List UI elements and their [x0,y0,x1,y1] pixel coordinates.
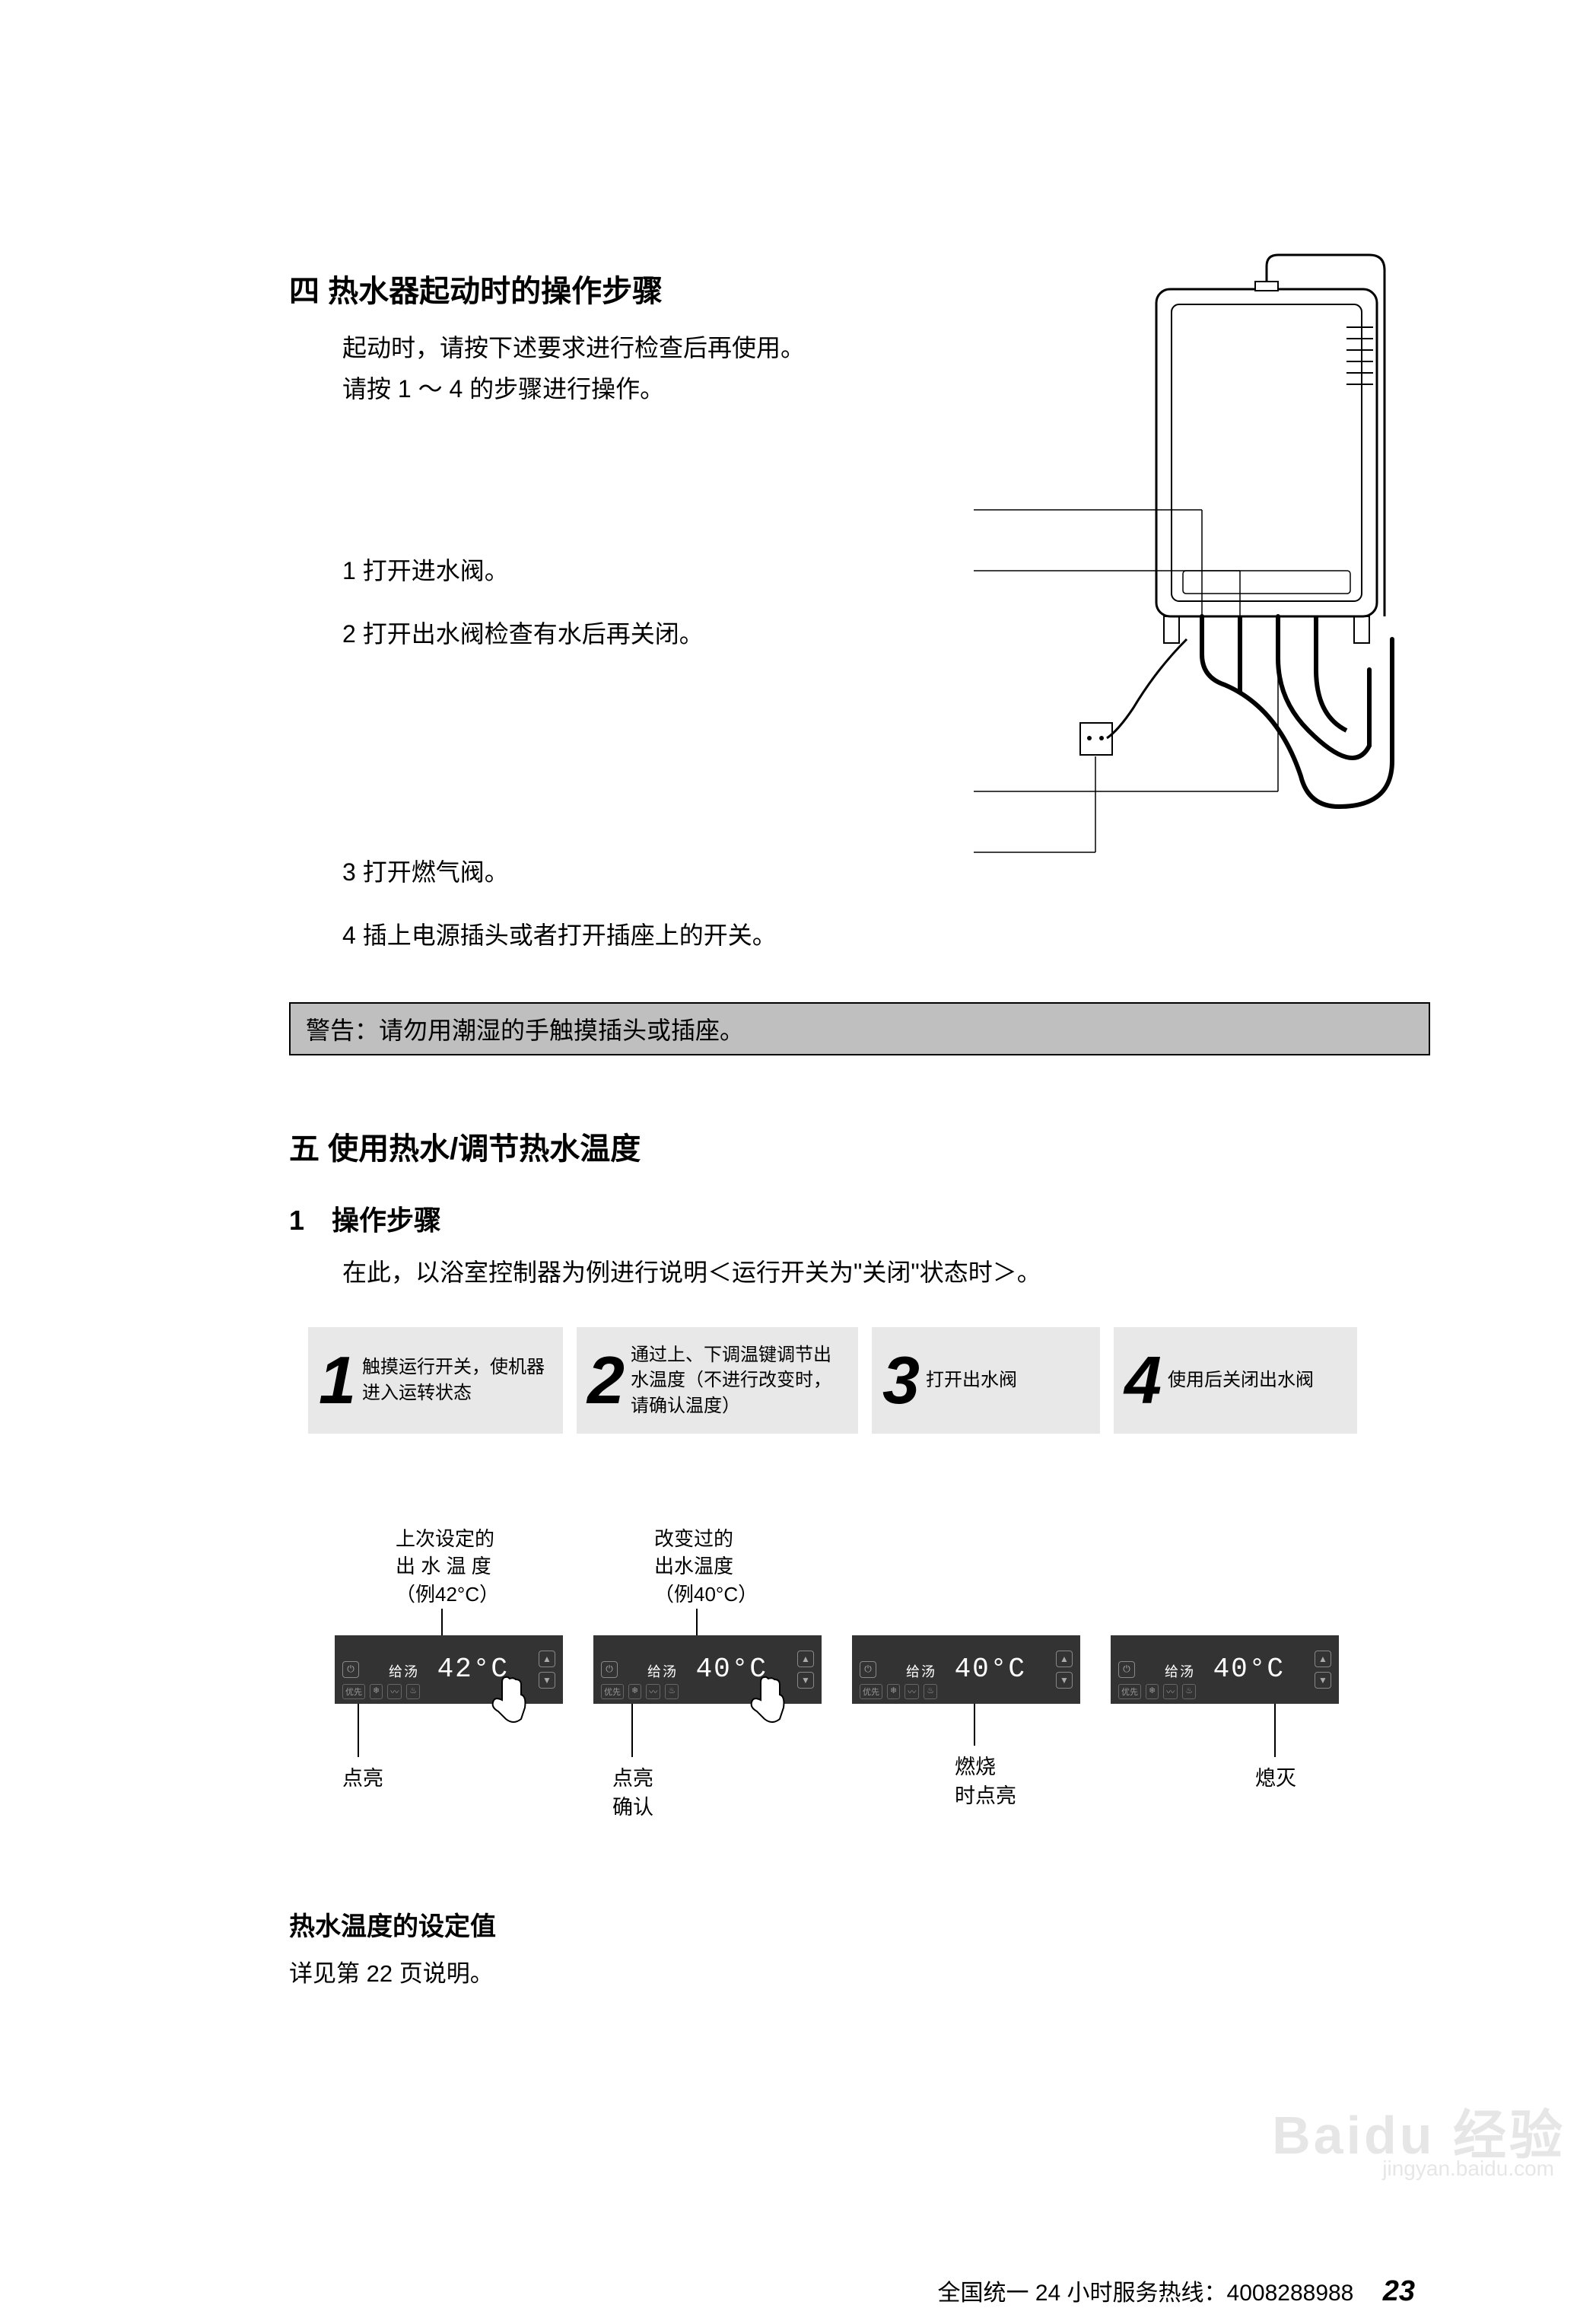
card-2: 2 通过上、下调温键调节出水温度（不进行改变时，请确认温度） [577,1327,858,1434]
mode-icon: ❄ [370,1684,383,1699]
card-2-num: 2 [587,1347,625,1414]
card-1: 1 触摸运行开关，使机器进入运转状态 [308,1327,563,1434]
mode-icon: 〰 [1163,1684,1178,1699]
mode-icon: ❄ [887,1684,900,1699]
sub1-title: 操作步骤 [332,1205,441,1236]
sub1-desc: 在此，以浴室控制器为例进行说明＜运行开关为"关闭"状态时＞。 [289,1252,1430,1293]
btn-icon: ▲ [1056,1651,1073,1667]
mode-icon: 〰 [646,1684,660,1699]
mode-icon: 优先 [601,1684,624,1699]
callout-line [696,1609,698,1635]
power-icon: ⏻ [342,1661,359,1678]
panel-top-label-1: 上次设定的 出 水 温 度 （例42°C） [396,1525,499,1608]
mode-icon: 优先 [1118,1684,1141,1699]
page-number: 23 [1383,2275,1415,2307]
power-icon: ⏻ [1118,1661,1135,1678]
hand-icon [487,1673,533,1727]
card-4: 4 使用后关闭出水阀 [1114,1327,1357,1434]
control-panels: ⏻ 给汤 42°C ▲▼ 优先❄〰♨ ⏻ 给汤 40°C ▲▼ 优先❄〰♨ ⏻ [335,1635,1339,1704]
operation-cards: 1 触摸运行开关，使机器进入运转状态 2 通过上、下调温键调节出水温度（不进行改… [308,1327,1430,1434]
section5: 五 使用热水/调节热水温度 1 操作步骤 在此，以浴室控制器为例进行说明＜运行开… [289,1124,1430,1988]
watermark-sub: jingyan.baidu.com [1382,2157,1554,2181]
sub1-heading: 1 操作步骤 [289,1199,1430,1238]
btn-icon: ▼ [1056,1672,1073,1689]
callout-line [631,1704,633,1757]
panel-3-disp: 给汤 40°C [876,1654,1056,1685]
card-4-txt: 使用后关闭出水阀 [1168,1367,1314,1393]
panel-bottom-1: 点亮 [342,1765,383,1794]
card-1-num: 1 [319,1347,356,1414]
mode-icon: 优先 [342,1684,365,1699]
btn-icon: ▲ [1315,1651,1331,1667]
panel-1: ⏻ 给汤 42°C ▲▼ 优先❄〰♨ [335,1635,563,1704]
btn-icon: ▼ [539,1672,555,1689]
btn-icon: ▼ [1315,1672,1331,1689]
sub1-num: 1 [289,1205,304,1236]
page-footer: 全国统一 24 小时服务热线：4008288988 23 [937,2274,1415,2308]
panel-2: ⏻ 给汤 40°C ▲▼ 优先❄〰♨ [593,1635,822,1704]
callout-line [1274,1704,1276,1757]
section5-title: 五 使用热水/调节热水温度 [289,1124,1430,1168]
warning-bar: 警告：请勿用潮湿的手触摸插头或插座。 [289,1002,1430,1055]
mode-icon: 〰 [905,1684,919,1699]
mode-icon: ❄ [628,1684,641,1699]
panel-bottom-3: 燃烧 时点亮 [955,1753,1016,1811]
mode-icon: 优先 [860,1684,882,1699]
card-3-num: 3 [882,1347,920,1414]
callout-line [358,1704,359,1757]
card-3-txt: 打开出水阀 [926,1367,1017,1393]
setval-text: 详见第 22 页说明。 [289,1954,1430,1988]
callout-line [974,1704,975,1746]
panel-bottom-2: 点亮 确认 [612,1765,653,1823]
power-icon: ⏻ [601,1661,618,1678]
panels-area: 上次设定的 出 水 温 度 （例42°C） 改变过的 出水温度 （例40°C） … [335,1533,1430,1822]
panel-bottom-4: 熄灭 [1255,1765,1296,1794]
mode-icon: ❄ [1146,1684,1159,1699]
mode-icon: ♨ [665,1684,679,1699]
panel-4: ⏻ 给汤 40°C ▲ ▼ 优先 ❄ 〰 ♨ [1111,1635,1339,1704]
heater-diagram [974,244,1423,921]
btn-icon: ▼ [797,1672,814,1689]
power-icon: ⏻ [860,1661,876,1678]
card-2-txt: 通过上、下调温键调节出水温度（不进行改变时，请确认温度） [631,1342,847,1419]
mode-icon: 〰 [387,1684,402,1699]
hand-icon [746,1673,791,1727]
footer-text: 全国统一 24 小时服务热线：4008288988 [937,2281,1353,2306]
setval-section: 热水温度的设定值 详见第 22 页说明。 [289,1905,1430,1988]
btn-icon: ▲ [539,1651,555,1667]
mode-icon: ♨ [1182,1684,1196,1699]
card-1-txt: 触摸运行开关，使机器进入运转状态 [362,1355,552,1405]
page-content: 四 热水器起动时的操作步骤 起动时，请按下述要求进行检查后再使用。 请按 1 ～… [289,266,1430,1988]
btn-icon: ▲ [797,1651,814,1667]
panel-3: ⏻ 给汤 40°C ▲ ▼ 优先 ❄ 〰 ♨ [852,1635,1080,1704]
card-3: 3 打开出水阀 [872,1327,1100,1434]
setval-heading: 热水温度的设定值 [289,1905,1430,1943]
panel-4-disp: 给汤 40°C [1135,1654,1315,1685]
card-4-num: 4 [1124,1347,1162,1414]
callout-line [441,1609,443,1635]
mode-icon: ♨ [924,1684,937,1699]
mode-icon: ♨ [406,1684,420,1699]
panel-top-label-2: 改变过的 出水温度 （例40°C） [654,1525,758,1608]
